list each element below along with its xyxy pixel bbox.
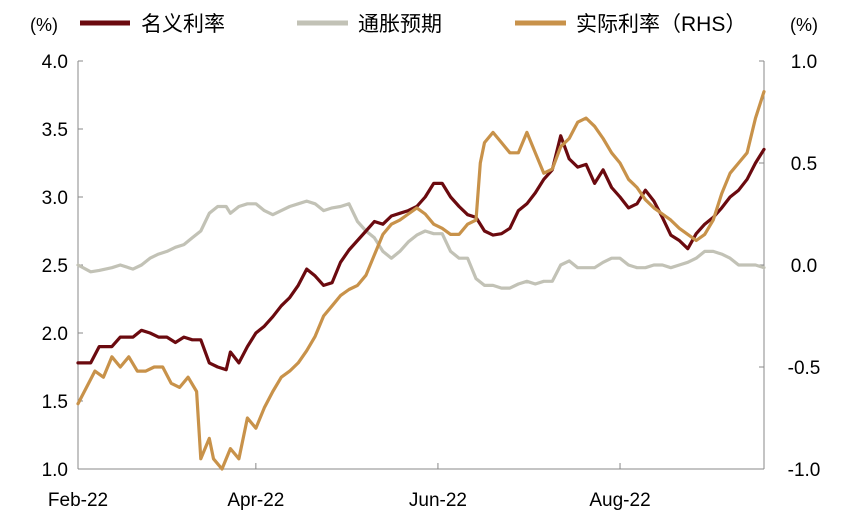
right-axis-ticks: -1.0 -0.5 0.0 0.5 1.0 — [759, 52, 820, 481]
right-axis-unit: (%) — [790, 15, 818, 35]
left-tick-label: 2.5 — [42, 256, 68, 277]
series-line-real-rate — [76, 90, 766, 471]
series-line-inflation-expectation — [76, 199, 766, 290]
right-tick-label: -0.5 — [788, 358, 821, 379]
left-tick-label: 1.5 — [42, 392, 68, 413]
legend-label-nominal-rate: 名义利率 — [141, 13, 225, 36]
left-tick-label: 2.0 — [42, 324, 68, 345]
legend-label-real-rate: 实际利率（RHS） — [576, 13, 746, 36]
right-tick-label: -1.0 — [788, 460, 821, 481]
left-axis-ticks: 1.0 1.5 2.0 2.5 3.0 3.5 4.0 — [42, 52, 83, 481]
left-tick-label: 3.0 — [42, 188, 68, 209]
x-tick-label: Jun-22 — [409, 490, 467, 511]
series-line-nominal-rate — [76, 134, 766, 372]
x-tick-label: Apr-22 — [227, 490, 284, 511]
right-tick-label: 0.5 — [791, 154, 817, 175]
left-tick-label: 1.0 — [42, 460, 68, 481]
left-tick-label: 4.0 — [42, 52, 68, 73]
right-tick-label: 0.0 — [791, 256, 817, 277]
x-tick-label: Feb-22 — [48, 490, 108, 511]
legend: 名义利率 通胀预期 实际利率（RHS） — [80, 13, 746, 36]
legend-label-inflation-expectation: 通胀预期 — [358, 13, 442, 36]
series-lines — [76, 90, 766, 471]
left-axis-unit: (%) — [30, 15, 58, 35]
right-tick-label: 1.0 — [791, 52, 817, 73]
x-tick-label: Aug-22 — [589, 490, 650, 511]
x-axis-ticks: Feb-22 Apr-22 Jun-22 Aug-22 — [48, 463, 651, 511]
left-tick-label: 3.5 — [42, 120, 68, 141]
